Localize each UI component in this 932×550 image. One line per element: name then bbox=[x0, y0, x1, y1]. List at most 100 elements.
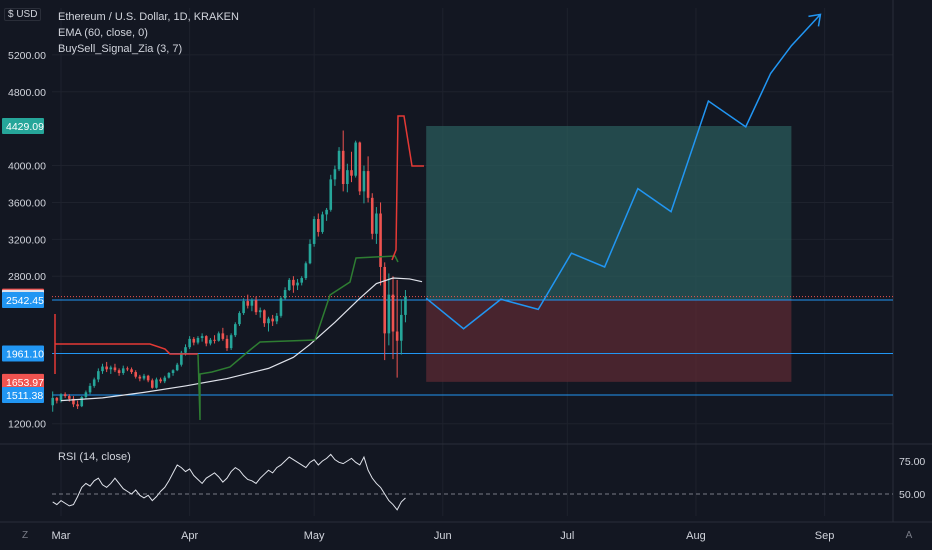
candle[interactable] bbox=[130, 369, 133, 373]
rsi-line[interactable] bbox=[52, 453, 406, 511]
candle[interactable] bbox=[242, 301, 245, 314]
candle[interactable] bbox=[92, 379, 96, 386]
candle[interactable] bbox=[263, 310, 266, 324]
take-profit-zone[interactable] bbox=[426, 126, 792, 300]
candle[interactable] bbox=[142, 375, 146, 379]
candle[interactable] bbox=[163, 377, 167, 382]
price-axis-label: 5200.00 bbox=[8, 50, 46, 62]
stop-loss-zone[interactable] bbox=[426, 299, 792, 382]
candle[interactable] bbox=[375, 213, 378, 234]
candle[interactable] bbox=[321, 214, 324, 232]
candle[interactable] bbox=[267, 318, 270, 324]
candle[interactable] bbox=[312, 219, 316, 244]
candle[interactable] bbox=[80, 396, 84, 407]
candle[interactable] bbox=[400, 314, 403, 341]
candle[interactable] bbox=[279, 298, 283, 316]
currency-selector-button[interactable]: $ USD bbox=[4, 8, 42, 21]
candle[interactable] bbox=[300, 278, 303, 283]
candle[interactable] bbox=[404, 296, 407, 315]
candle[interactable] bbox=[391, 294, 395, 332]
candle[interactable] bbox=[275, 315, 279, 322]
rsi-indicator-label[interactable]: RSI (14, close) bbox=[58, 451, 131, 463]
candle[interactable] bbox=[159, 379, 162, 382]
candle[interactable] bbox=[109, 367, 113, 370]
candle[interactable] bbox=[180, 352, 183, 365]
candle[interactable] bbox=[217, 333, 220, 341]
candle[interactable] bbox=[325, 209, 328, 215]
candle[interactable] bbox=[296, 282, 299, 286]
candle[interactable] bbox=[213, 339, 216, 341]
candle[interactable] bbox=[184, 347, 187, 353]
candle[interactable] bbox=[138, 376, 142, 379]
zoom-button[interactable]: Z bbox=[21, 530, 29, 541]
candle[interactable] bbox=[383, 266, 386, 334]
candle[interactable] bbox=[146, 375, 150, 381]
candle[interactable] bbox=[76, 404, 79, 407]
candle[interactable] bbox=[370, 197, 374, 234]
candle[interactable] bbox=[113, 367, 117, 371]
candle[interactable] bbox=[121, 368, 125, 374]
candle[interactable] bbox=[225, 338, 229, 349]
candle[interactable] bbox=[350, 170, 353, 176]
price-axis-label: 1200.00 bbox=[8, 419, 46, 431]
candle[interactable] bbox=[254, 300, 258, 313]
candle[interactable] bbox=[209, 339, 212, 344]
candle[interactable] bbox=[287, 279, 291, 291]
rsi-axis-label: 75.00 bbox=[899, 456, 925, 468]
candle[interactable] bbox=[68, 396, 71, 399]
candle[interactable] bbox=[387, 294, 391, 334]
candle[interactable] bbox=[167, 373, 171, 378]
candle[interactable] bbox=[101, 366, 104, 372]
candle[interactable] bbox=[97, 371, 100, 380]
candle[interactable] bbox=[117, 370, 121, 374]
candle[interactable] bbox=[155, 379, 158, 388]
candle[interactable] bbox=[379, 213, 382, 267]
forecast-path[interactable] bbox=[425, 13, 822, 330]
candle[interactable] bbox=[151, 380, 154, 388]
candle[interactable] bbox=[317, 219, 320, 232]
candle[interactable] bbox=[354, 142, 357, 176]
candle[interactable] bbox=[63, 394, 67, 397]
candle[interactable] bbox=[105, 366, 108, 370]
candle[interactable] bbox=[341, 150, 345, 184]
candle[interactable] bbox=[250, 300, 254, 306]
candle[interactable] bbox=[366, 171, 370, 198]
candle[interactable] bbox=[88, 385, 92, 393]
candle[interactable] bbox=[221, 333, 225, 339]
candle[interactable] bbox=[59, 394, 63, 401]
candle[interactable] bbox=[292, 279, 295, 286]
candle[interactable] bbox=[358, 142, 362, 192]
candle[interactable] bbox=[234, 324, 237, 336]
candle[interactable] bbox=[51, 397, 54, 406]
price-tag-label: 2542.45 bbox=[6, 295, 44, 307]
candle[interactable] bbox=[204, 336, 208, 344]
candle[interactable] bbox=[362, 171, 366, 192]
candle[interactable] bbox=[134, 372, 137, 377]
candle[interactable] bbox=[229, 335, 233, 349]
candle[interactable] bbox=[271, 318, 274, 322]
candle[interactable] bbox=[196, 337, 200, 343]
ema-line[interactable] bbox=[60, 277, 423, 402]
candle[interactable] bbox=[55, 397, 59, 401]
candle[interactable] bbox=[188, 338, 191, 348]
candle[interactable] bbox=[171, 370, 175, 374]
candle[interactable] bbox=[283, 290, 287, 299]
candle[interactable] bbox=[175, 364, 179, 371]
candle[interactable] bbox=[329, 179, 333, 210]
candle[interactable] bbox=[238, 313, 241, 325]
candle[interactable] bbox=[337, 150, 341, 170]
candle[interactable] bbox=[246, 301, 250, 306]
candle[interactable] bbox=[192, 338, 196, 343]
candle[interactable] bbox=[258, 310, 262, 313]
candle[interactable] bbox=[304, 263, 308, 279]
candle[interactable] bbox=[395, 331, 399, 341]
candle[interactable] bbox=[126, 368, 129, 370]
candle[interactable] bbox=[346, 170, 349, 184]
auto-scale-button[interactable]: A bbox=[905, 530, 913, 541]
candle[interactable] bbox=[200, 336, 204, 338]
candle[interactable] bbox=[84, 392, 88, 397]
candle[interactable] bbox=[72, 398, 75, 405]
candle[interactable] bbox=[308, 243, 312, 264]
candle[interactable] bbox=[333, 169, 337, 180]
